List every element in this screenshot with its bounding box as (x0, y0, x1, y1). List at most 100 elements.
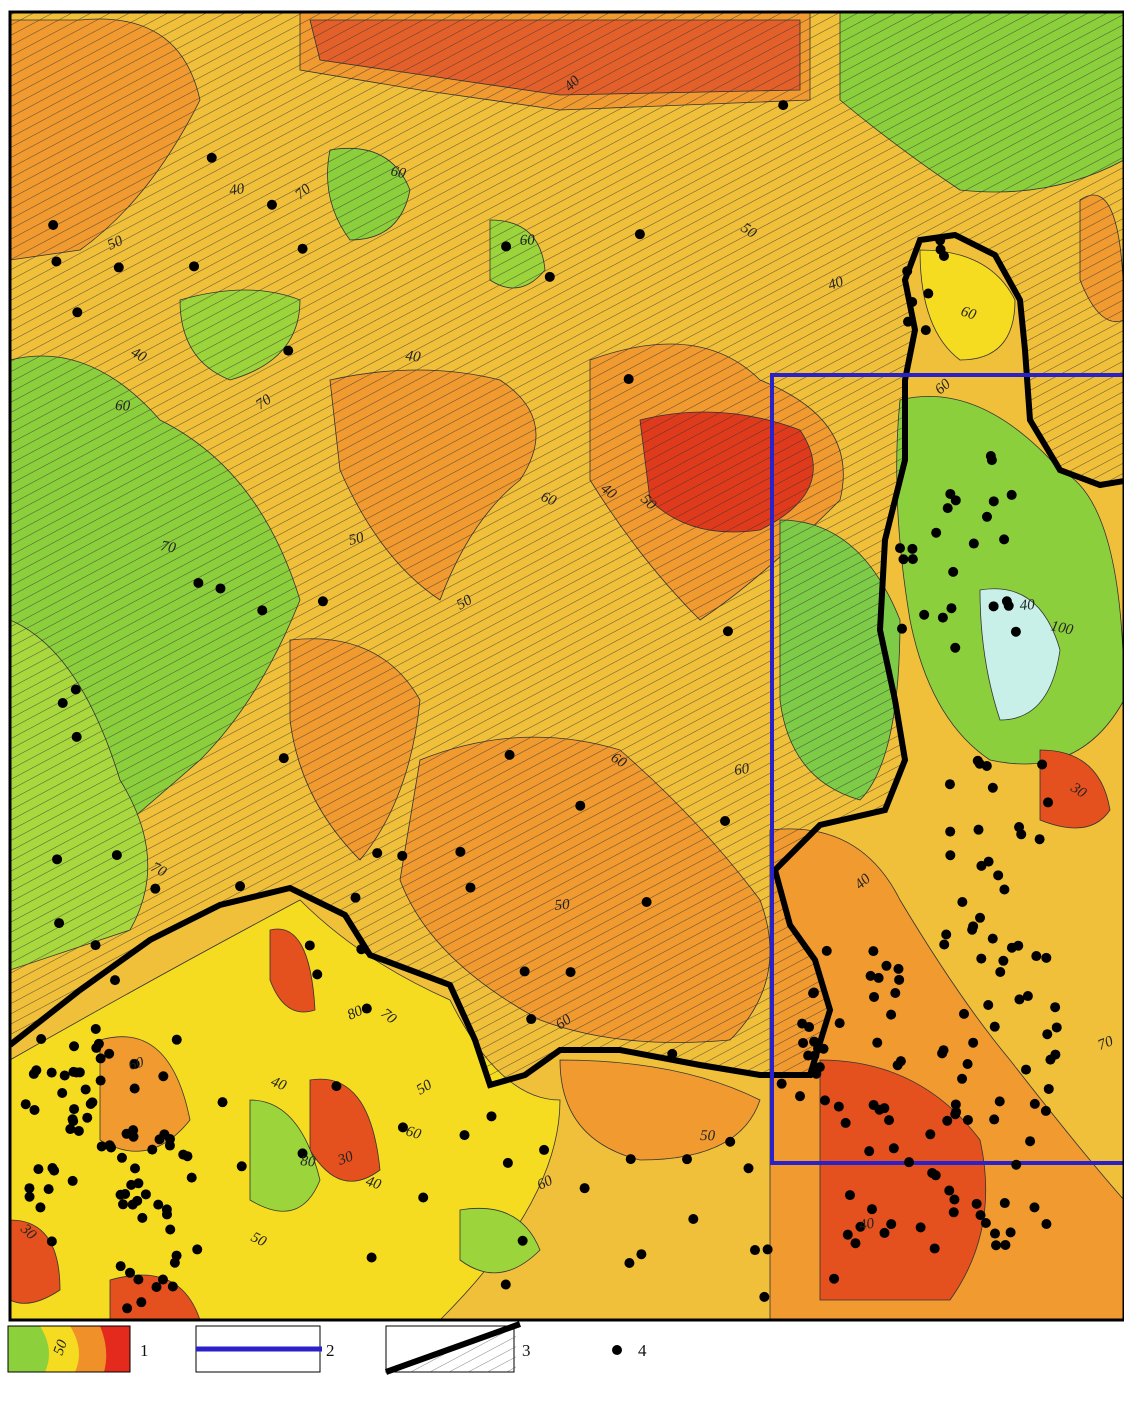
point (267, 200, 277, 210)
point (58, 698, 68, 708)
point (397, 851, 407, 861)
point (682, 1154, 692, 1164)
point (720, 816, 730, 826)
point (1041, 1106, 1051, 1116)
point (879, 1228, 889, 1238)
point (312, 969, 322, 979)
point (921, 325, 931, 335)
point (945, 827, 955, 837)
point (723, 626, 733, 636)
point (894, 975, 904, 985)
point (868, 946, 878, 956)
map: 4040405060706050406070604050605040506070… (10, 12, 1124, 1320)
point (999, 534, 1009, 544)
point (215, 583, 225, 593)
point (763, 1244, 773, 1254)
point (798, 1038, 808, 1048)
point (923, 289, 933, 299)
point (1044, 1084, 1054, 1094)
point (48, 220, 58, 230)
point (1025, 1136, 1035, 1146)
point (925, 1129, 935, 1139)
point (118, 1199, 128, 1209)
point (867, 1204, 877, 1214)
point (945, 489, 955, 499)
point (503, 1158, 513, 1168)
point (162, 1209, 172, 1219)
point (950, 643, 960, 653)
point (237, 1161, 247, 1171)
point (951, 1099, 961, 1109)
point (990, 1229, 1000, 1239)
point (931, 1170, 941, 1180)
point (939, 939, 949, 949)
point (931, 528, 941, 538)
point (845, 1190, 855, 1200)
point (418, 1193, 428, 1203)
point (1011, 627, 1021, 637)
point (881, 961, 891, 971)
point (71, 1067, 81, 1077)
point (864, 1146, 874, 1156)
point (907, 544, 917, 554)
point (945, 850, 955, 860)
point (908, 554, 918, 564)
point (993, 870, 1003, 880)
point (165, 1134, 175, 1144)
point (759, 1292, 769, 1302)
point (518, 1236, 528, 1246)
point (937, 1048, 947, 1058)
point (57, 1088, 67, 1098)
point (987, 455, 997, 465)
point (24, 1183, 34, 1193)
point (916, 1222, 926, 1232)
point (990, 1022, 1000, 1032)
point (460, 1130, 470, 1140)
point (945, 779, 955, 789)
point (989, 601, 999, 611)
point (1041, 953, 1051, 963)
legend: 50 1 2 3 4 (8, 1324, 647, 1372)
point (132, 1196, 142, 1206)
point (969, 539, 979, 549)
point (989, 1114, 999, 1124)
point (841, 1118, 851, 1128)
legend-label: 2 (326, 1341, 335, 1360)
point (105, 1140, 115, 1150)
point (822, 946, 832, 956)
legend-item-1: 50 1 (8, 1326, 149, 1372)
point (795, 1091, 805, 1101)
point (36, 1034, 46, 1044)
point (331, 1081, 341, 1091)
point (1050, 1050, 1060, 1060)
point (141, 1189, 151, 1199)
point (972, 1199, 982, 1209)
point (298, 244, 308, 254)
point (47, 1163, 57, 1173)
point (318, 596, 328, 606)
point (31, 1065, 41, 1075)
point (87, 1097, 97, 1107)
point (843, 1230, 853, 1240)
point (178, 1150, 188, 1160)
point (624, 374, 634, 384)
point (959, 1009, 969, 1019)
point (808, 988, 818, 998)
point (820, 1095, 830, 1105)
point (1011, 1160, 1021, 1170)
point (988, 934, 998, 944)
point (21, 1099, 31, 1109)
point (869, 1100, 879, 1110)
point (725, 1137, 735, 1147)
point (505, 750, 515, 760)
point (991, 1240, 1001, 1250)
point (122, 1303, 132, 1313)
point (874, 973, 884, 983)
point (642, 897, 652, 907)
point (158, 1275, 168, 1285)
point (68, 1114, 78, 1124)
point (52, 854, 62, 864)
point (69, 1104, 79, 1114)
point (172, 1035, 182, 1045)
contour-label: 40 (1019, 597, 1036, 614)
